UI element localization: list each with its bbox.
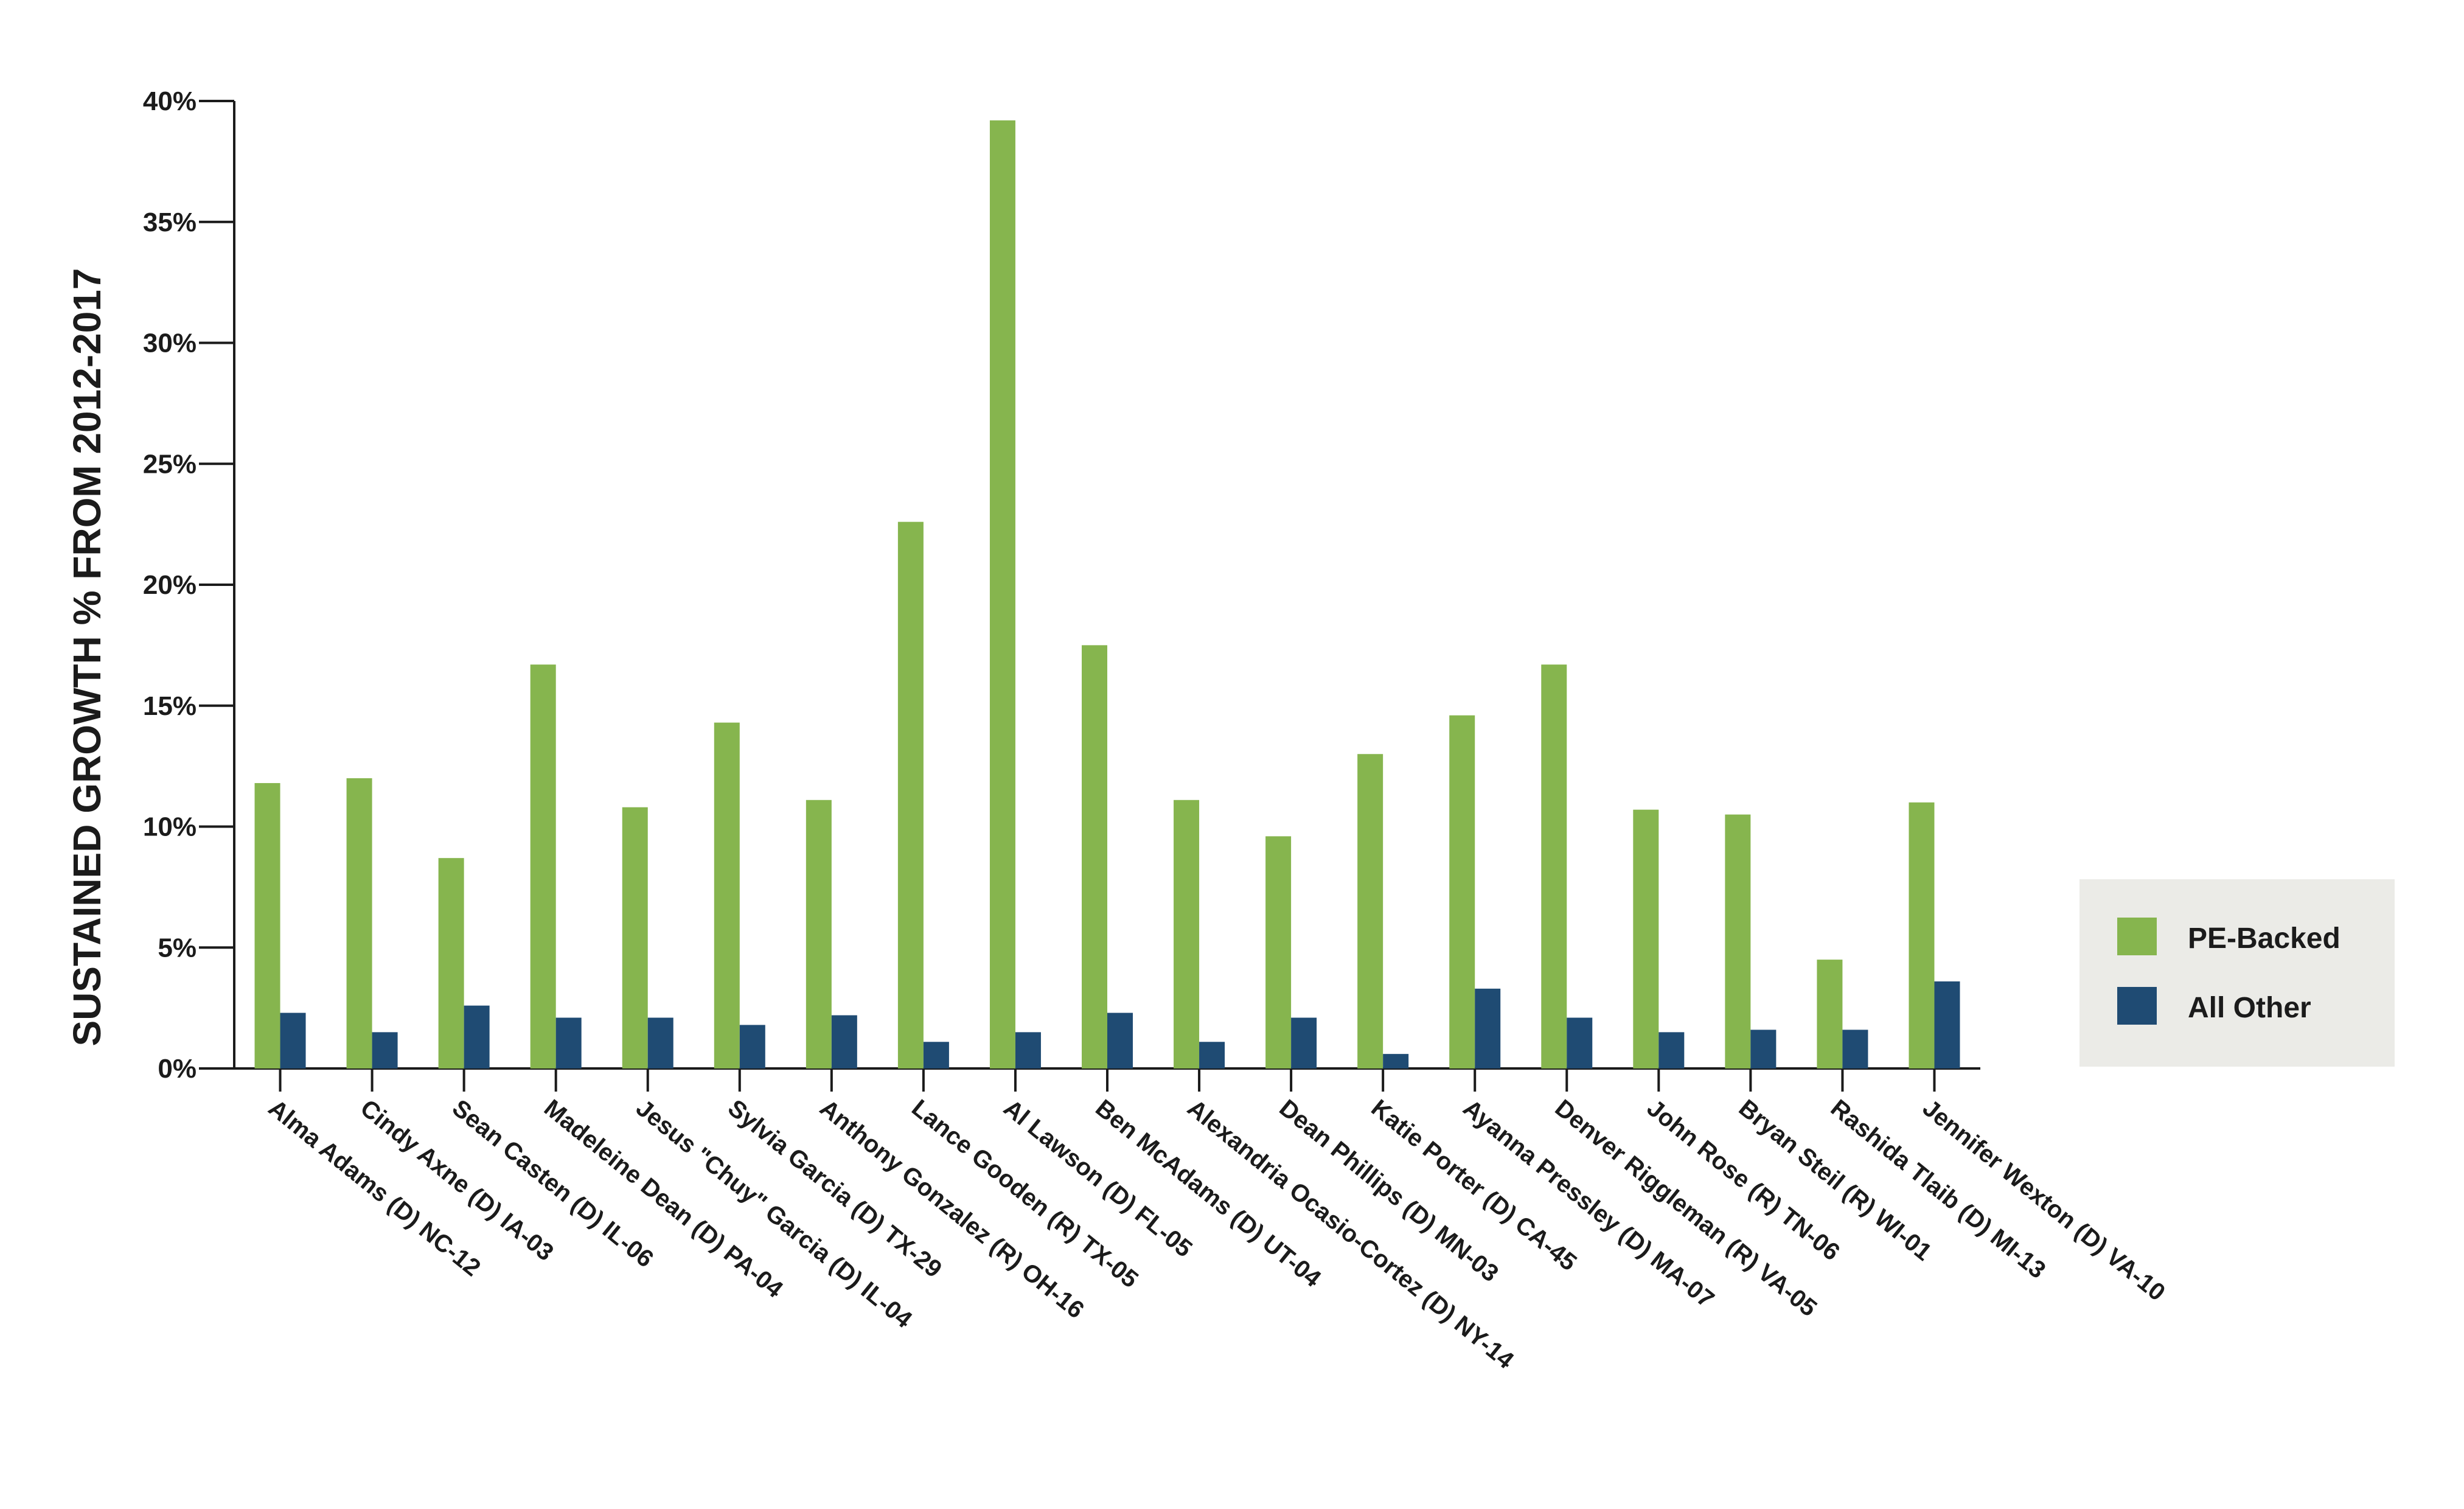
legend-background [2079, 879, 2395, 1067]
bar-all-other [1842, 1030, 1868, 1068]
bar-all-other [1750, 1030, 1777, 1068]
axes [199, 100, 1980, 1092]
bar-pe-backed [897, 521, 924, 1068]
bar-all-other [280, 1012, 306, 1068]
bar-pe-backed [1265, 836, 1292, 1068]
bar-pe-backed [622, 807, 648, 1068]
bar-all-other [1475, 988, 1501, 1068]
bar-all-other [555, 1017, 582, 1068]
bar-all-other [1015, 1032, 1041, 1068]
y-tick-label: 10% [143, 812, 197, 842]
bar-all-other [647, 1017, 673, 1068]
bar-pe-backed [806, 800, 832, 1068]
bar-all-other [464, 1005, 490, 1068]
bar-all-other [372, 1032, 398, 1068]
bar-pe-backed [1725, 814, 1751, 1068]
bar-pe-backed [1174, 800, 1200, 1068]
bar-all-other [831, 1015, 857, 1068]
bar-all-other [1934, 981, 1960, 1068]
y-tick-label: 25% [143, 449, 197, 479]
bar-pe-backed [346, 778, 372, 1068]
x-tick-label: Alexandria Ocasio-Cortez (D) NY-14 [1182, 1095, 1519, 1375]
bar-pe-backed [1082, 645, 1107, 1068]
y-axis-title: SUSTAINED GROWTH % FROM 2012-2017 [65, 268, 109, 1046]
y-tick-label: 35% [143, 207, 197, 237]
bar-all-other [1658, 1032, 1685, 1068]
y-tick-label: 40% [143, 86, 197, 116]
bar-pe-backed [1357, 754, 1383, 1068]
y-tick-labels: 0% 5% 10% 15% 20% 25% 30% 35% 40% [143, 86, 197, 1084]
bar-all-other [739, 1025, 765, 1068]
bar-pe-backed [530, 664, 556, 1068]
bar-all-other [923, 1042, 949, 1068]
bar-pe-backed [1633, 809, 1659, 1068]
bar-pe-backed [438, 858, 464, 1068]
bar-pe-backed [1449, 715, 1475, 1068]
bar-pe-backed [714, 722, 740, 1068]
legend: PE-Backed All Other [2079, 879, 2395, 1067]
legend-label-pe-backed: PE-Backed [2188, 922, 2340, 955]
y-axis-title-group: SUSTAINED GROWTH % FROM 2012-2017 [65, 268, 109, 1046]
legend-swatch-all-other [2117, 987, 2157, 1025]
bar-pe-backed [254, 782, 280, 1068]
legend-label-all-other: All Other [2188, 992, 2311, 1024]
bar-all-other [1291, 1017, 1317, 1068]
bar-all-other [1107, 1012, 1133, 1068]
bar-all-other [1199, 1042, 1225, 1068]
y-tick-label: 5% [158, 933, 197, 963]
y-tick-label: 20% [143, 570, 197, 600]
legend-swatch-pe-backed [2117, 918, 2157, 955]
y-tick-label: 15% [143, 691, 197, 721]
bar-all-other [1567, 1017, 1593, 1068]
bar-pe-backed [989, 120, 1015, 1068]
bar-pe-backed [1909, 802, 1935, 1068]
y-tick-label: 30% [143, 329, 197, 358]
bars [254, 120, 1960, 1068]
y-tick-label: 0% [158, 1054, 197, 1084]
bar-pe-backed [1541, 664, 1567, 1068]
bar-pe-backed [1817, 960, 1843, 1068]
bar-all-other [1383, 1054, 1409, 1068]
